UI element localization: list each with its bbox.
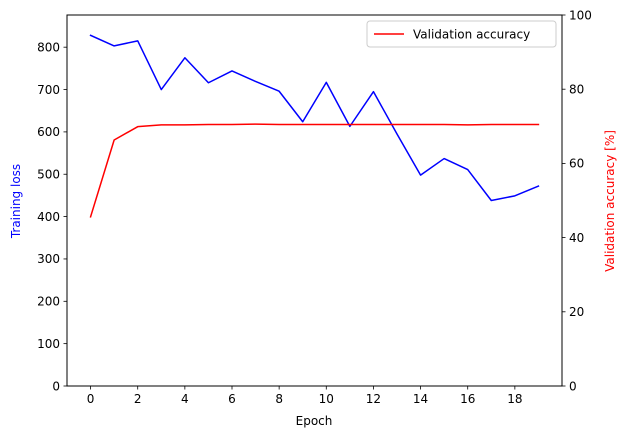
validation-accuracy-line [89, 123, 540, 218]
x-tick-label: 18 [507, 392, 522, 406]
plot-area-background [67, 15, 562, 386]
x-tick-label: 8 [275, 392, 283, 406]
left-y-tick-label: 200 [37, 295, 60, 309]
right-y-tick-label: 60 [569, 157, 584, 171]
x-axis-label: Epoch [296, 414, 333, 428]
left-y-tick-label: 500 [37, 168, 60, 182]
right-y-tick-label: 20 [569, 305, 584, 319]
left-y-tick-label: 0 [52, 379, 60, 393]
x-axis-ticks: 0 2 4 6 8 10 12 14 16 18 [87, 386, 522, 406]
x-tick-label: 16 [460, 392, 475, 406]
left-y-axis-label: Training loss [9, 164, 23, 239]
right-y-tick-label: 100 [569, 8, 592, 22]
x-tick-label: 14 [413, 392, 428, 406]
x-tick-label: 12 [366, 392, 381, 406]
right-y-axis-label: Validation accuracy [%] [603, 130, 617, 272]
x-tick-label: 0 [87, 392, 95, 406]
left-y-tick-label: 700 [37, 83, 60, 97]
left-y-tick-label: 600 [37, 125, 60, 139]
left-y-tick-label: 800 [37, 40, 60, 54]
x-tick-label: 4 [181, 392, 189, 406]
legend-label: Validation accuracy [413, 28, 530, 42]
plot-frame [66, 14, 563, 387]
left-y-axis-ticks: 0 100 200 300 400 500 600 700 800 [37, 40, 67, 393]
legend-box [366, 20, 557, 48]
training-loss-line [89, 34, 540, 202]
x-tick-label: 10 [319, 392, 334, 406]
legend: Validation accuracy [366, 20, 557, 48]
right-y-tick-label: 0 [569, 379, 577, 393]
left-y-tick-label: 400 [37, 210, 60, 224]
x-tick-label: 2 [134, 392, 142, 406]
left-y-tick-label: 300 [37, 252, 60, 266]
series-lines [89, 34, 540, 218]
right-y-axis-ticks: 0 20 40 60 80 100 [562, 8, 592, 393]
left-y-tick-label: 100 [37, 337, 60, 351]
right-y-tick-label: 80 [569, 83, 584, 97]
x-tick-label: 6 [228, 392, 236, 406]
right-y-tick-label: 40 [569, 231, 584, 245]
